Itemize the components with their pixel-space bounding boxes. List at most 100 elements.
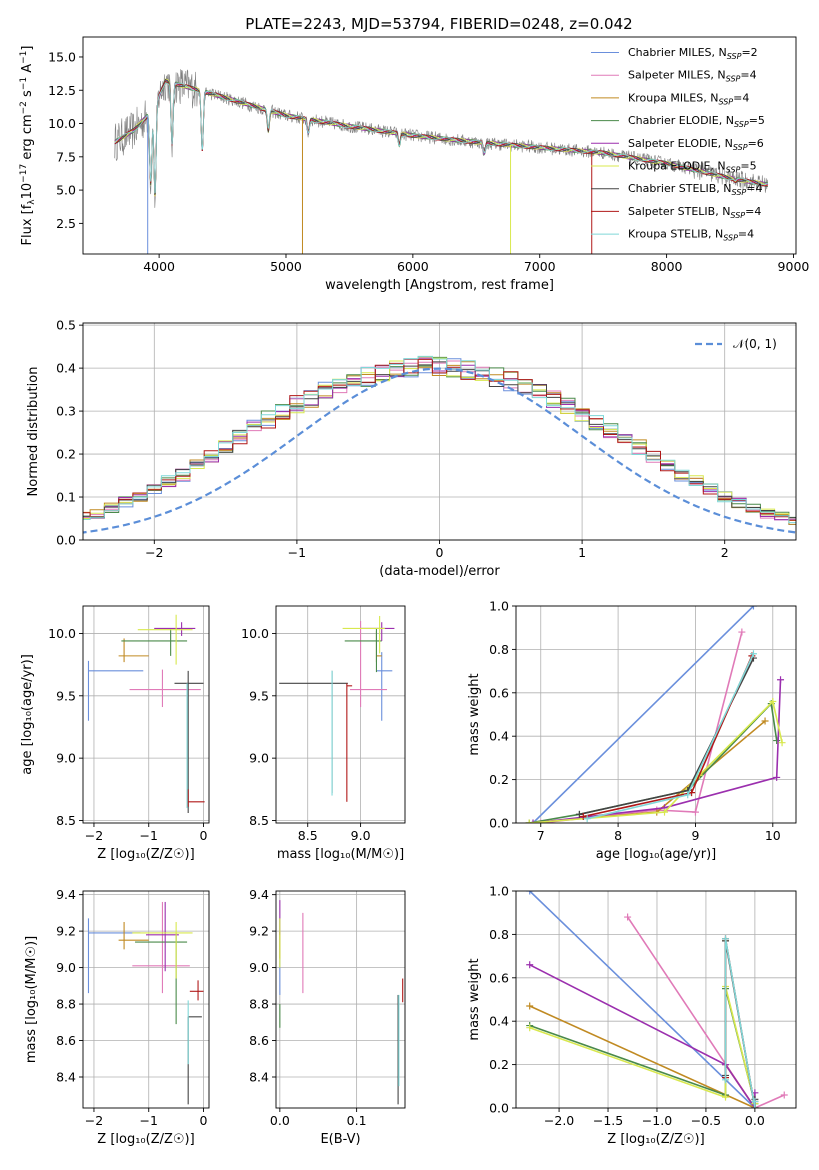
y-tick-label: 8.6	[56, 1033, 76, 1048]
x-tick-label: 7	[537, 828, 545, 843]
axes-frame	[275, 890, 406, 1109]
normal-legend-label: 𝒩(0, 1)	[733, 337, 777, 351]
legend-text: Chabrier MILES, N	[628, 46, 727, 59]
y-tick-label: 8.5	[56, 813, 76, 828]
panel-age-vs-mass: 8.5 9.0 8.5 9.0 9.5 10.0 mass [log₁₀(M/M☉)]	[241, 605, 406, 862]
x-axis-label: Z [log₁₀(Z/Z☉)]	[97, 847, 194, 862]
x-axis-label: wavelength [Angstrom, rest frame]	[325, 278, 554, 293]
weight-marker	[751, 1097, 759, 1105]
y-tick-label: 0.3	[56, 404, 76, 419]
axes-decoration: 8.5 9.0 8.5 9.0 9.5 10.0 mass [log₁₀(M/M☉)]	[241, 605, 406, 862]
legend-sub: SSP	[730, 211, 745, 220]
weight-marker	[526, 1002, 534, 1010]
plot-area	[279, 900, 404, 1105]
weight-marker	[722, 1093, 730, 1101]
legend-text: Kroupa STELIB, N	[628, 228, 723, 241]
figure-title: PLATE=2243, MJD=53794, FIBERID=0248, z=0…	[245, 15, 632, 33]
y-axis-label-part: s	[20, 90, 35, 101]
y-tick-label: 5.0	[56, 183, 76, 198]
legend-sub: SSP	[732, 188, 747, 197]
y-tick-label: 8.8	[249, 997, 269, 1012]
y-tick-label: 9.5	[249, 688, 269, 703]
y-tick-label: 0.0	[489, 816, 509, 831]
x-tick-label: −2	[85, 828, 103, 843]
y-tick-label: 7.5	[56, 149, 76, 164]
plot-area	[525, 606, 786, 823]
panel-spectrum: 4000 5000 6000 7000 8000 9000 2.5 5.0 7.5 10.0 12.…	[19, 36, 809, 293]
y-tick-label: 0.6	[489, 685, 509, 700]
histogram-series-4	[83, 356, 796, 518]
x-tick-label: −1.5	[593, 1113, 623, 1128]
y-tick-label: 8.6	[249, 1033, 269, 1048]
axes-frame	[515, 605, 797, 824]
legend-entry-7: Chabrier STELIB, NSSP=4	[628, 182, 762, 197]
x-tick-label: 4000	[143, 259, 175, 274]
y-tick-label: 9.2	[249, 924, 269, 939]
weight-marker	[761, 717, 769, 725]
legend-text: Salpeter ELODIE, N	[628, 137, 733, 150]
y-tick-label: 0.2	[489, 1057, 509, 1072]
x-tick-label: 8.5	[298, 828, 318, 843]
legend-entry-1: Chabrier MILES, NSSP=2	[628, 46, 758, 61]
weight-series-3	[529, 940, 756, 1108]
legend-text: Kroupa ELODIE, N	[628, 160, 726, 173]
panel-massweight-vs-Z: −2.0 −1.5 −1.0 −0.5 0.0 0.0 0.2 0.4 0.6 0.8 1.0 Z […	[467, 884, 797, 1147]
y-tick-label: 15.0	[48, 49, 76, 64]
y-tick-label: 0.8	[489, 642, 509, 657]
weight-marker	[749, 650, 757, 658]
y-axis-label: age [log₁₀(age/yr)]	[20, 654, 35, 775]
y-tick-label: 9.2	[56, 924, 76, 939]
y-axis-label-part: A	[20, 64, 35, 77]
weight-series-1	[529, 891, 756, 1108]
y-axis-label-part: −2	[19, 101, 29, 114]
y-axis-label-part: λ	[27, 199, 37, 205]
y-axis-label: Flux [fλ10−17 erg cm−2 s−1 A−1]	[19, 46, 37, 246]
axes-decoration: 0.0 0.1 8.4 8.6 8.8 9.0 9.2 9.4 E(B-V)	[249, 887, 406, 1147]
y-axis-label-part: Flux [f	[20, 204, 35, 245]
y-axis-label-part: −1	[19, 51, 29, 64]
weight-marker	[773, 773, 781, 781]
legend-entry-8: Salpeter STELIB, NSSP=4	[628, 205, 761, 220]
axes-decoration: −2.0 −1.5 −1.0 −0.5 0.0 0.0 0.2 0.4 0.6 0.8 1.0 Z […	[467, 884, 797, 1147]
weight-marker	[583, 815, 591, 823]
y-axis-label: Normed distribution	[26, 367, 41, 497]
y-tick-label: 0.0	[56, 533, 76, 548]
weight-marker	[526, 891, 534, 895]
x-tick-label: 0	[436, 545, 444, 560]
x-tick-label: 6000	[397, 259, 429, 274]
weight-series-5	[529, 964, 756, 1108]
x-tick-label: 10	[765, 828, 781, 843]
weight-marker	[738, 628, 746, 636]
weight-marker	[780, 1091, 788, 1099]
y-tick-label: 10.0	[48, 626, 76, 641]
axes-decoration: −2 −1 0 1 2 0.0 0.1 0.2 0.3 0.4 0.5 (data-model)/er…	[26, 318, 797, 579]
y-tick-label: 1.0	[489, 884, 509, 899]
x-tick-label: −1	[288, 545, 306, 560]
x-axis-label: E(B-V)	[320, 1132, 360, 1147]
y-tick-label: 0.4	[489, 1014, 509, 1029]
x-axis-label: (data-model)/error	[379, 564, 500, 579]
axes-decoration: −2 −1 0 8.5 9.0 9.5 10.0 Z [log₁₀(Z/Z☉)] age [lo…	[20, 605, 210, 862]
histogram-series-9	[83, 355, 796, 524]
weight-marker	[525, 819, 533, 823]
weight-marker	[661, 808, 669, 816]
y-tick-label: 0.6	[489, 970, 509, 985]
weight-series-4	[528, 701, 778, 823]
y-tick-label: 9.5	[56, 688, 76, 703]
y-tick-label: 8.4	[56, 1070, 76, 1085]
weight-marker	[624, 913, 632, 921]
x-tick-label: 5000	[270, 259, 302, 274]
plot-area	[87, 901, 204, 1105]
normal-curve	[83, 367, 796, 534]
x-tick-label: −1	[140, 828, 158, 843]
panel-residuals: −2 −1 0 1 2 0.0 0.1 0.2 0.3 0.4 0.5 (data-model)/er…	[26, 318, 797, 579]
plot-area	[83, 355, 796, 534]
axes-frame	[82, 36, 797, 255]
legend-text: Chabrier ELODIE, N	[628, 114, 734, 127]
y-tick-label: 0.5	[56, 318, 76, 333]
x-tick-label: −1.0	[642, 1113, 672, 1128]
y-axis-label-part: −1	[19, 77, 29, 90]
histogram-series-8	[83, 358, 796, 521]
plot-area	[114, 69, 769, 254]
